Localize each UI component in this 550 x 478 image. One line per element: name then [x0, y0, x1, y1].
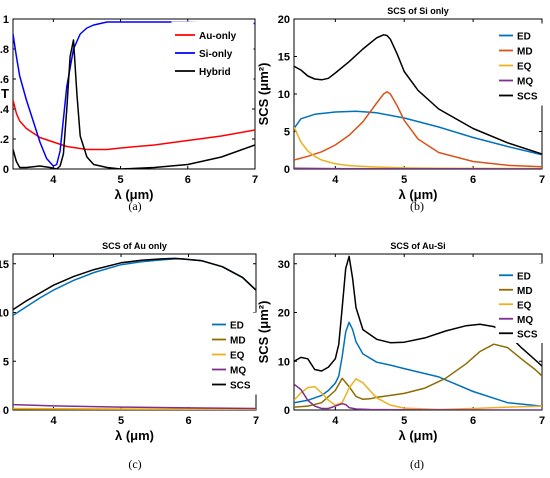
x-tick-label-c: 7: [253, 415, 259, 427]
y-tick-label-a: 0.6: [0, 74, 9, 86]
chart-title-c: SCS of Au only: [102, 241, 167, 251]
series-line-scs-b: [294, 34, 542, 155]
series-line-ed-b: [294, 110, 542, 156]
y-tick-label-a: 0.8: [0, 44, 9, 56]
chart-title-b: SCS of Si only: [387, 6, 449, 16]
legend-label-au-only-a: Au-only: [199, 31, 237, 42]
x-tick-label-a: 6: [185, 174, 191, 186]
x-tick-label-a: 5: [117, 174, 123, 186]
x-tick-label-b: 7: [539, 174, 545, 186]
x-tick-label-b: 5: [401, 174, 407, 186]
legend-b: ED MD EQ MQ SCS: [495, 23, 543, 106]
series-line-si-only-a: [13, 21, 255, 167]
y-tick-label-c: 15: [0, 259, 9, 271]
y-tick-label-b: 10: [278, 89, 290, 101]
y-tick-label-a: 0.4: [0, 104, 10, 116]
y-tick-label-b: 20: [278, 14, 290, 26]
legend-label-mq-c: MQ: [230, 366, 246, 377]
series-line-hybrid-a: [13, 39, 255, 169]
y-axis-label-a: T: [1, 86, 9, 101]
legend-a: Au-only Si-only Hybrid: [171, 21, 254, 83]
x-tick-label-d: 4: [332, 415, 339, 427]
legend-label-scs-c: SCS: [230, 381, 251, 392]
x-tick-label-d: 6: [470, 415, 476, 427]
panel-caption-d: (d): [410, 457, 424, 471]
y-tick-label-a: 0.2: [0, 134, 9, 146]
legend-label-md-b: MD: [517, 47, 533, 58]
legend-label-si-only-a: Si-only: [199, 49, 233, 60]
series-line-eq-c: [13, 407, 256, 410]
x-tick-label-c: 5: [118, 415, 124, 427]
legend-box-a: [171, 21, 254, 83]
series-line-mq-c: [13, 403, 256, 410]
y-tick-label-c: 0: [3, 405, 9, 417]
legend-d: ED MD EQ MQ SCS: [495, 263, 543, 343]
y-tick-label-a: 1: [3, 14, 9, 26]
panel-a: 4 5 6 7 0 0.2 0.4 0.6 0.8 1 λ (μm) T (a) Au-only Si-on…: [0, 14, 258, 213]
panel-caption-c: (c): [128, 457, 141, 471]
x-tick-label-d: 5: [401, 415, 407, 427]
y-tick-label-b: 5: [284, 127, 290, 139]
series-line-au-only-a: [13, 99, 255, 151]
y-tick-label-d: 0: [284, 405, 290, 417]
y-tick-label-b: 0: [284, 164, 290, 176]
panel-c: 4567051015λ (μm)SCS (μm²)SCS of Au only(…: [0, 241, 259, 471]
panel-b: 4 5 6 7 0 5 10 15 20 λ (μm) SCS (μm²) SCS of Si onl…: [256, 6, 545, 213]
series-line-mq-b: [294, 167, 542, 169]
y-tick-label-d: 20: [278, 308, 290, 320]
legend-label-md-c: MD: [230, 336, 246, 347]
legend-label-ed-d: ED: [517, 271, 531, 282]
legend-label-md-d: MD: [517, 286, 533, 297]
legend-label-eq-d: EQ: [517, 300, 532, 311]
legend-label-eq-c: EQ: [230, 351, 245, 362]
legend-c: ED MD EQ MQ SCS: [208, 312, 257, 395]
series-line-ed-d: [294, 321, 542, 407]
y-tick-label-c: 5: [3, 356, 9, 368]
x-axis-label-c: λ (μm): [115, 428, 154, 443]
legend-label-ed-b: ED: [517, 32, 531, 43]
legend-label-ed-c: ED: [230, 321, 244, 332]
legend-label-mq-d: MQ: [517, 315, 533, 326]
legend-label-scs-d: SCS: [517, 329, 538, 340]
x-tick-label-b: 4: [332, 174, 339, 186]
y-axis-label-b: SCS (μm²): [256, 63, 271, 126]
x-tick-label-c: 6: [185, 415, 191, 427]
x-tick-label-c: 4: [50, 415, 57, 427]
y-tick-label-c: 10: [0, 308, 9, 320]
y-tick-label-a: 0: [3, 164, 9, 176]
panel-d: 4 5 6 7 0 10 20 30 λ (μm) SCS (μm²) SCS of Au-Si (d…: [256, 241, 545, 471]
series-line-mq-d: [294, 383, 542, 410]
legend-label-mq-b: MQ: [517, 77, 533, 88]
x-axis-label-d: λ (μm): [398, 428, 437, 443]
x-axis-label-b: λ (μm): [398, 187, 437, 202]
series-line-md-b: [294, 91, 542, 168]
legend-label-hybrid-a: Hybrid: [199, 67, 231, 78]
x-axis-label-a: λ (μm): [114, 187, 153, 202]
panel-caption-a: (a): [128, 199, 141, 213]
legend-label-eq-b: EQ: [517, 62, 532, 73]
x-tick-label-a: 7: [252, 174, 258, 186]
series-line-eq-b: [294, 126, 542, 169]
y-tick-label-d: 30: [278, 259, 290, 271]
series-line-scs-d: [294, 255, 542, 372]
y-tick-label-b: 15: [278, 52, 290, 64]
panel-caption-b: (b): [410, 199, 424, 213]
legend-box-b: [495, 23, 543, 106]
chart-title-d: SCS of Au-Si: [390, 241, 445, 251]
y-tick-label-d: 10: [278, 356, 290, 368]
x-tick-label-b: 6: [470, 174, 476, 186]
legend-box-d: [495, 263, 543, 343]
legend-label-scs-b: SCS: [517, 92, 538, 103]
x-tick-label-a: 4: [50, 174, 57, 186]
series-line-md-d: [294, 343, 542, 408]
y-axis-label-d: SCS (μm²): [256, 301, 271, 364]
legend-box-c: [208, 312, 257, 395]
series-line-scs-c: [13, 257, 256, 311]
x-tick-label-d: 7: [539, 415, 545, 427]
